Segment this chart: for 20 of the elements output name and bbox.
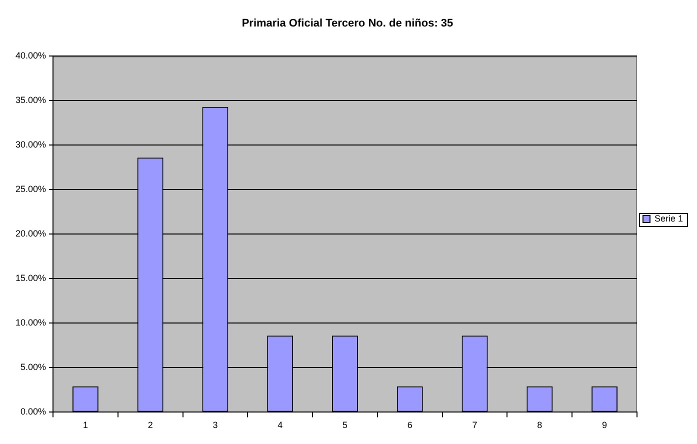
y-tick-label: 20.00% bbox=[15, 228, 46, 239]
y-tick-label: 5.00% bbox=[20, 362, 46, 372]
y-tick-label: 30.00% bbox=[15, 140, 46, 150]
x-tick-label: 8 bbox=[537, 420, 542, 430]
y-tick-label: 25.00% bbox=[15, 184, 46, 194]
x-tick-label: 2 bbox=[148, 420, 153, 430]
x-tick-label: 3 bbox=[212, 420, 218, 430]
x-tick-label: 9 bbox=[602, 420, 608, 430]
x-tick-label: 1 bbox=[82, 420, 88, 430]
x-tick-label: 4 bbox=[278, 420, 283, 430]
y-tick-label: 10.00% bbox=[15, 318, 46, 328]
chart-title: Primaria Oficial Tercero No. de niños: 35 bbox=[242, 18, 454, 30]
y-tick-label: 40.00% bbox=[15, 50, 46, 61]
x-tick-label: 6 bbox=[407, 420, 412, 430]
x-tick-label: 7 bbox=[472, 420, 478, 430]
y-tick-label: 0.00% bbox=[20, 406, 46, 417]
y-tick-label: 15.00% bbox=[15, 273, 46, 284]
x-tick-label: 5 bbox=[342, 420, 348, 430]
legend-label: Serie 1 bbox=[654, 213, 684, 224]
y-tick-label: 35.00% bbox=[15, 95, 46, 106]
